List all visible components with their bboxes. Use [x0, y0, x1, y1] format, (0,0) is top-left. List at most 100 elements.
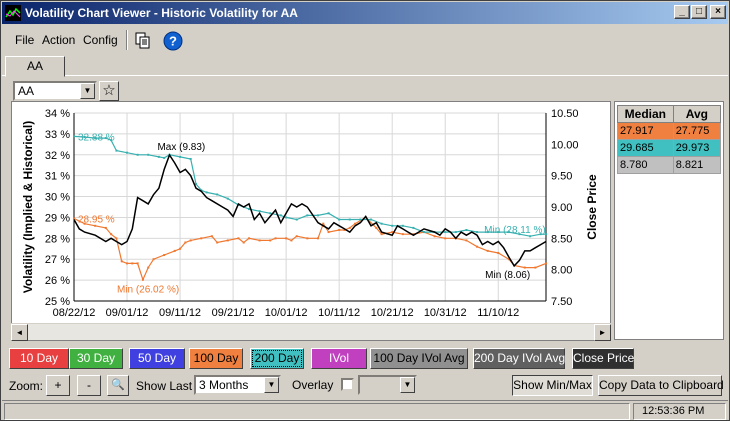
scroll-left-button[interactable]: ◄ — [11, 324, 28, 341]
series-button-10-day[interactable]: 10 Day — [9, 348, 69, 369]
series-point — [338, 228, 341, 231]
series-point — [290, 239, 293, 242]
series-button-50-day[interactable]: 50 Day — [129, 348, 185, 369]
x-tick-label: 10/11/12 — [318, 307, 360, 319]
show-last-select[interactable]: 3 Months ▼ — [194, 375, 281, 395]
stats-median-cell: 8.780 — [617, 156, 674, 174]
scroll-right-button[interactable]: ► — [594, 324, 611, 341]
series-button-200-day-ivol-avg[interactable]: 200 Day IVol Avg — [473, 348, 565, 369]
zoom-out-button[interactable]: - — [77, 375, 101, 396]
overlay-checkbox[interactable] — [341, 378, 354, 391]
series-point — [200, 237, 203, 240]
chevron-down-icon[interactable]: ▼ — [264, 377, 279, 393]
chart-annotation: 32.88 % — [78, 132, 115, 143]
help-icon: ? — [163, 31, 183, 51]
copy-button[interactable] — [132, 30, 154, 52]
right-tick-label: 9.50 — [551, 171, 572, 183]
zoom-in-button[interactable]: + — [46, 375, 70, 396]
left-tick-label: 29 % — [45, 212, 70, 224]
show-last-value: 3 Months — [199, 378, 249, 392]
series-point — [73, 135, 75, 138]
series-point — [163, 156, 166, 159]
series-point — [216, 241, 219, 244]
series-point — [237, 237, 240, 240]
tab-aa[interactable]: AA — [5, 56, 65, 77]
series-button-ivol[interactable]: IVol — [311, 348, 367, 369]
series-point — [258, 239, 261, 242]
show-minmax-toggle[interactable]: Show Min/Max — [512, 375, 593, 396]
series-point — [348, 218, 351, 221]
x-tick-label: 09/21/12 — [212, 307, 255, 319]
series-point — [322, 222, 325, 225]
left-tick-label: 34 % — [45, 108, 70, 120]
right-tick-label: 8.50 — [551, 233, 572, 245]
menu-file[interactable]: File — [15, 33, 35, 47]
series-point — [152, 258, 155, 261]
copy-data-button[interactable]: Copy Data to Clipboard — [598, 375, 724, 396]
series-point — [279, 214, 282, 217]
help-button[interactable]: ? — [162, 30, 184, 52]
series-button-100-day[interactable]: 100 Day — [189, 348, 243, 369]
series-point — [104, 226, 107, 229]
series-point — [306, 214, 309, 217]
series-point — [354, 222, 357, 225]
series-point — [285, 237, 288, 240]
status-bar: 12:53:36 PM — [2, 400, 728, 420]
series-point — [285, 216, 288, 219]
menu-bar: File Action Config ? — [2, 26, 728, 54]
series-point — [316, 214, 319, 217]
symbol-select[interactable]: AA ▼ — [13, 81, 97, 101]
series-point — [226, 197, 229, 200]
series-button-close-price[interactable]: Close Price — [572, 348, 634, 369]
chart-scrollbar[interactable]: ◄ ► — [11, 323, 611, 341]
series-point — [141, 278, 144, 281]
app-chart-icon — [5, 5, 21, 21]
series-point — [136, 153, 139, 156]
series-button-200-day[interactable]: 200 Day — [250, 348, 304, 369]
minimize-button[interactable]: _ — [674, 5, 690, 19]
series-button-30-day[interactable]: 30 Day — [69, 348, 123, 369]
series-point — [529, 235, 532, 238]
right-axis-title: Close Price — [585, 174, 599, 240]
series-point — [94, 137, 97, 140]
series-point — [423, 231, 426, 234]
overlay-select[interactable]: ▼ — [358, 375, 417, 395]
series-point — [412, 233, 415, 236]
series-point — [173, 249, 176, 252]
chevron-down-icon[interactable]: ▼ — [80, 83, 95, 99]
series-point — [476, 231, 479, 234]
symbol-value: AA — [18, 84, 35, 98]
menu-action[interactable]: Action — [42, 33, 76, 47]
menu-config[interactable]: Config — [83, 33, 118, 47]
x-tick-label: 11/10/12 — [477, 307, 519, 319]
title-bar[interactable]: Volatility Chart Viewer - Historic Volat… — [2, 2, 728, 24]
right-tick-label: 10.50 — [551, 108, 579, 120]
series-button-100-day-ivol-avg[interactable]: 100 Day IVol Avg — [370, 348, 468, 369]
right-tick-label: 9.00 — [551, 202, 572, 214]
series-point — [523, 266, 526, 269]
left-tick-label: 32 % — [45, 150, 70, 162]
series-point — [433, 235, 436, 238]
tab-strip: AA — [2, 56, 728, 77]
series-point — [126, 151, 129, 154]
series-point — [210, 235, 213, 238]
series-point — [83, 222, 86, 225]
x-tick-label: 09/01/12 — [106, 307, 149, 319]
chevron-down-icon[interactable]: ▼ — [400, 377, 415, 393]
zoom-tool-button[interactable]: 🔍 — [107, 375, 129, 396]
maximize-button[interactable]: □ — [691, 5, 707, 19]
svg-text:?: ? — [169, 34, 177, 49]
series-point — [476, 245, 479, 248]
series-point — [545, 233, 547, 236]
series-point — [258, 210, 261, 213]
series-point — [338, 218, 341, 221]
favorite-star-button[interactable]: ☆ — [99, 81, 119, 101]
stats-median-cell: 27.917 — [617, 122, 674, 140]
series-point — [189, 157, 192, 160]
close-button[interactable]: × — [710, 5, 726, 19]
series-point — [179, 247, 182, 250]
chart-annotation: Min (8.06) — [485, 270, 530, 281]
series-point — [205, 191, 208, 194]
series-point — [269, 239, 272, 242]
right-tick-label: 7.50 — [551, 296, 572, 308]
